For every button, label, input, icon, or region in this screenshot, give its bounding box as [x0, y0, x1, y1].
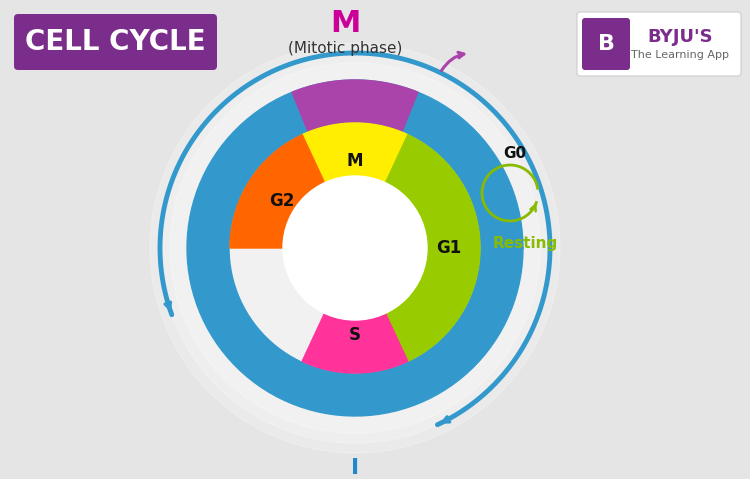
Text: CELL CYCLE: CELL CYCLE — [26, 28, 206, 56]
Text: M: M — [330, 9, 360, 37]
Text: The Learning App: The Learning App — [631, 50, 729, 60]
Text: S: S — [349, 326, 361, 343]
Polygon shape — [302, 313, 408, 373]
Polygon shape — [230, 135, 325, 248]
Circle shape — [170, 63, 540, 433]
Circle shape — [283, 176, 427, 320]
Text: (Mitotic phase): (Mitotic phase) — [288, 41, 402, 56]
Text: G0: G0 — [503, 146, 526, 160]
Polygon shape — [386, 135, 480, 361]
Circle shape — [150, 43, 560, 453]
Text: G1: G1 — [436, 239, 461, 257]
Text: B: B — [598, 34, 614, 54]
Circle shape — [160, 53, 550, 443]
Text: M: M — [346, 152, 363, 171]
Text: Resting: Resting — [492, 236, 557, 251]
Text: I: I — [351, 458, 359, 478]
Polygon shape — [292, 80, 418, 131]
Text: G2: G2 — [269, 193, 295, 210]
Text: BYJU'S: BYJU'S — [647, 28, 712, 46]
FancyBboxPatch shape — [582, 18, 630, 70]
FancyBboxPatch shape — [14, 14, 217, 70]
Polygon shape — [187, 80, 523, 416]
FancyBboxPatch shape — [577, 12, 741, 76]
Polygon shape — [302, 123, 408, 183]
